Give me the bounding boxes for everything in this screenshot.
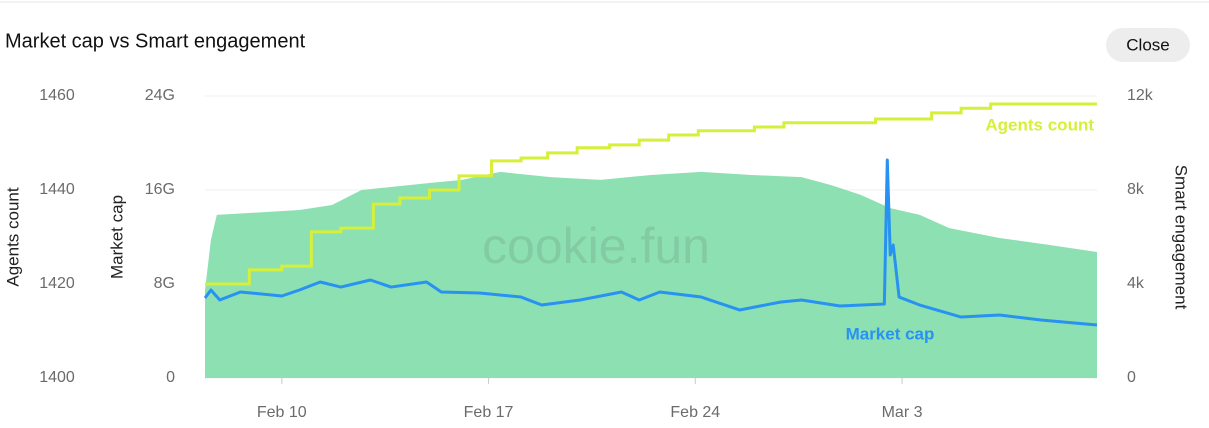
x-tick-label: Feb 17 (464, 404, 514, 421)
close-button-bg[interactable] (1106, 28, 1190, 62)
y-tick-label: 1440 (39, 181, 75, 198)
y1-tick-label: 24G (145, 87, 175, 104)
close-button-label[interactable]: Close (1126, 35, 1169, 54)
y1-tick-label: 8G (154, 275, 175, 292)
x-tick-label: Feb 24 (670, 404, 720, 421)
close-button[interactable]: Close (1106, 28, 1190, 62)
y1-tick-label: 0 (166, 369, 175, 386)
x-tick-label: Mar 3 (882, 404, 923, 421)
y1-tick-label: 16G (145, 181, 175, 198)
y2-tick-label: 4k (1127, 275, 1145, 292)
chart-title: Market cap vs Smart engagement (5, 30, 306, 52)
series-label: Agents count (985, 115, 1094, 134)
y2-tick-label: 0 (1127, 369, 1136, 386)
y-tick-label: 1400 (39, 369, 75, 386)
y2-tick-label: 8k (1127, 181, 1145, 198)
y2-axis-label: Smart engagement (1172, 165, 1191, 310)
watermark: cookie.fun (482, 218, 710, 274)
plot (203, 95, 1098, 384)
engagement-area (205, 171, 1097, 378)
y2-tick-label: 12k (1127, 87, 1154, 104)
x-tick-label: Feb 10 (257, 404, 307, 421)
y1-axis-label: Market cap (107, 195, 126, 279)
agents-line (205, 102, 1097, 286)
y-tick-label: 1460 (39, 87, 75, 104)
y-tick-label: 1420 (39, 275, 75, 292)
series-label: Market cap (846, 324, 935, 343)
market-cap-line (203, 158, 1098, 327)
y-axis-label: Agents count (3, 187, 22, 287)
